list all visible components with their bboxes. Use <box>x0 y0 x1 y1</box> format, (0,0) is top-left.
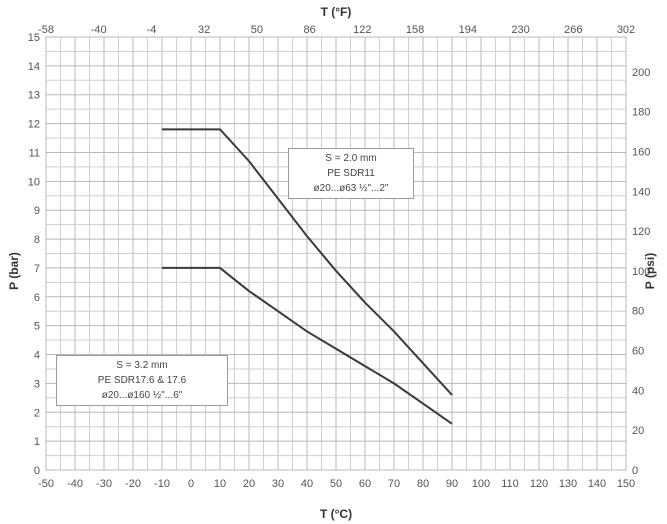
x-tick-label: -50 <box>38 478 54 490</box>
y2-tick-label: 180 <box>632 107 650 119</box>
series-group <box>162 128 453 425</box>
top-tick-label: 266 <box>564 24 582 36</box>
y-tick-label: 10 <box>28 176 40 188</box>
x-tick-label: 10 <box>214 478 226 490</box>
y2-tick-labels: 0 20 40 60 80 100 120 140 160 180 200 <box>632 67 650 477</box>
annotation-line: PE SDR11 <box>327 168 375 179</box>
x-tick-label: 110 <box>501 478 519 490</box>
x-tick-label: 60 <box>359 478 371 490</box>
y-axis-label: P (bar) <box>7 252 21 290</box>
y-tick-label: 5 <box>34 321 40 333</box>
y2-tick-label: 120 <box>632 226 650 238</box>
top-tick-label: 230 <box>511 24 529 36</box>
y-tick-label: 6 <box>34 292 40 304</box>
x-tick-label: -20 <box>125 478 141 490</box>
y-tick-label: 14 <box>28 61 40 73</box>
chart-title: T (°F) <box>321 5 352 19</box>
y-tick-label: 7 <box>34 263 40 275</box>
annotation-line: ø20...ø63 ½"...2" <box>313 183 389 194</box>
y2-tick-label: 160 <box>632 146 650 158</box>
y2-axis-label: P (psi) <box>643 253 657 289</box>
top-tick-label: 32 <box>198 24 210 36</box>
x-tick-label: 40 <box>301 478 313 490</box>
y-tick-label: 1 <box>34 436 40 448</box>
x-tick-label: 150 <box>617 478 635 490</box>
annotation-line: PE SDR17.6 & 17.6 <box>97 375 187 386</box>
x-tick-label: 0 <box>188 478 194 490</box>
top-tick-label: 158 <box>406 24 424 36</box>
x-tick-label: 140 <box>588 478 606 490</box>
series-line-1 <box>162 128 453 396</box>
y2-tick-label: 40 <box>632 385 644 397</box>
top-tick-label: 86 <box>304 24 316 36</box>
annotation-box-lower: S = 3.2 mm PE SDR17.6 & 17.6 ø20...ø160 … <box>56 355 228 406</box>
x-tick-label: 50 <box>330 478 342 490</box>
x-tick-labels: -50 -40 -30 -20 -10 0 10 20 30 40 50 60 70 80 90 100 110… <box>38 478 635 490</box>
x-tick-label: 80 <box>417 478 429 490</box>
y-tick-label: 2 <box>34 407 40 419</box>
y2-tick-label: 80 <box>632 306 644 318</box>
top-tick-label: 122 <box>353 24 371 36</box>
x-axis-label: T (°C) <box>320 507 352 521</box>
x-tick-label: -40 <box>67 478 83 490</box>
top-tick-label: 194 <box>459 24 477 36</box>
x-tick-label: 70 <box>388 478 400 490</box>
top-tick-label: -58 <box>38 24 54 36</box>
y-tick-label: 13 <box>28 90 40 102</box>
x-tick-label: 20 <box>243 478 255 490</box>
series-line-2 <box>162 266 453 425</box>
y-tick-label: 11 <box>29 147 40 159</box>
y-tick-label: 0 <box>34 465 40 477</box>
x-tick-label: 120 <box>530 478 548 490</box>
x-tick-label: 130 <box>559 478 577 490</box>
y2-tick-label: 20 <box>632 425 644 437</box>
top-tick-label: -40 <box>91 24 107 36</box>
x-tick-label: 100 <box>472 478 490 490</box>
y2-tick-label: 60 <box>632 346 644 358</box>
y-tick-label: 15 <box>28 32 40 44</box>
top-tick-label: -4 <box>147 24 157 36</box>
x-tick-label: -30 <box>96 478 112 490</box>
y-tick-label: 12 <box>28 119 40 131</box>
y2-tick-label: 100 <box>632 266 650 278</box>
top-tick-labels: -58 -40 -4 32 50 86 122 158 194 230 266 302 <box>38 24 635 36</box>
annotation-line: S = 2.0 mm <box>325 153 377 164</box>
y-tick-label: 8 <box>34 234 40 246</box>
y2-tick-label: 0 <box>632 465 638 477</box>
x-tick-label: 90 <box>446 478 458 490</box>
y-tick-label: 4 <box>34 350 40 362</box>
x-tick-label: 30 <box>272 478 284 490</box>
top-tick-label: 302 <box>617 24 635 36</box>
y-tick-label: 3 <box>34 378 40 390</box>
x-tick-label: -10 <box>154 478 170 490</box>
y2-tick-label: 140 <box>632 186 650 198</box>
y2-tick-label: 200 <box>632 67 650 79</box>
y-tick-label: 9 <box>34 205 40 217</box>
annotation-line: S = 3.2 mm <box>116 360 168 371</box>
annotation-box-upper: S = 2.0 mm PE SDR11 ø20...ø63 ½"...2" <box>288 148 414 199</box>
annotation-line: ø20...ø160 ½"...6" <box>101 390 183 401</box>
top-tick-label: 50 <box>251 24 263 36</box>
